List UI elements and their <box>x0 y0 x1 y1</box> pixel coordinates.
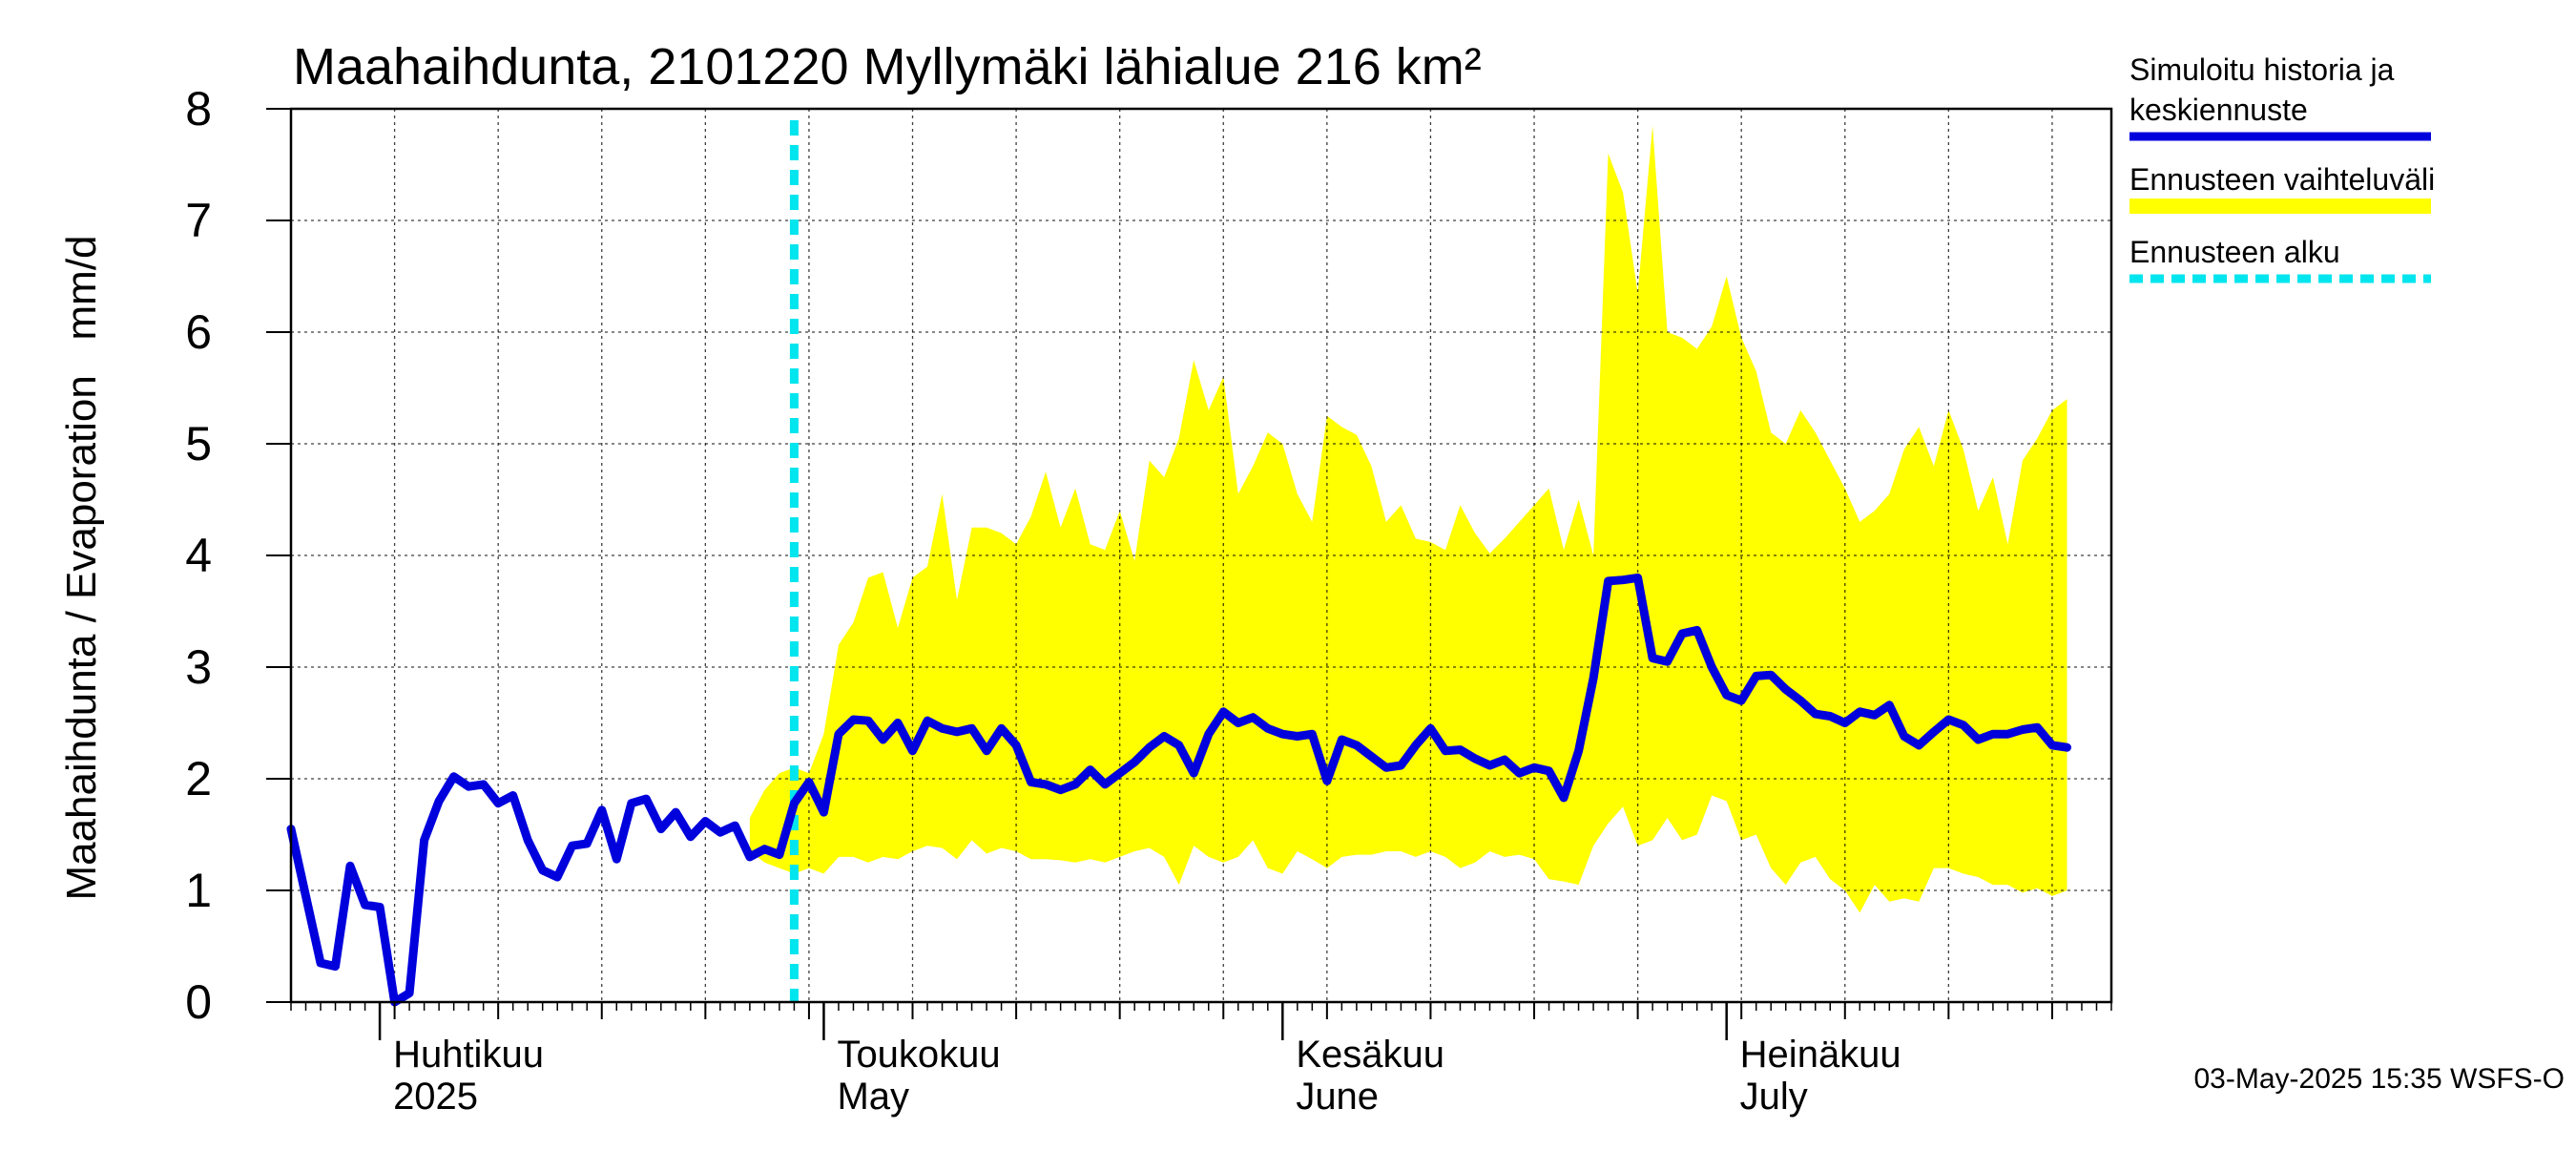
legend-label-history-line2: keskiennuste <box>2129 93 2308 127</box>
x-month-label: Kesäkuu <box>1296 1034 1444 1076</box>
y-tick-label: 6 <box>185 305 212 359</box>
x-month-sublabel: June <box>1296 1076 1379 1118</box>
y-tick-label: 3 <box>185 640 212 694</box>
legend-label-forecast-start: Ennusteen alku <box>2129 235 2340 269</box>
x-month-label: Huhtikuu <box>393 1034 544 1076</box>
forecast-band-layer <box>749 125 2067 913</box>
x-month-label: Toukokuu <box>837 1034 1000 1076</box>
x-month-sublabel: July <box>1740 1076 1808 1118</box>
legend-label-history: Simuloitu historia ja <box>2129 52 2395 87</box>
legend: Simuloitu historia ja keskiennuste Ennuste… <box>2129 52 2435 283</box>
legend-label-range: Ennusteen vaihteluväli <box>2129 162 2435 197</box>
x-month-label: Heinäkuu <box>1740 1034 1901 1076</box>
y-tick-label: 7 <box>185 194 212 247</box>
y-tick-label: 0 <box>185 975 212 1029</box>
grid-layer <box>291 109 2111 1002</box>
labels-layer: Maahaihdunta, 2101220 Myllymäki lähialue… <box>58 38 2565 1095</box>
y-tick-label: 1 <box>185 864 212 917</box>
chart-title: Maahaihdunta, 2101220 Myllymäki lähialue… <box>293 38 1482 95</box>
y-tick-label: 4 <box>185 529 212 582</box>
y-tick-label: 5 <box>185 417 212 470</box>
x-month-sublabel: May <box>837 1076 909 1118</box>
series-line <box>286 573 2071 1007</box>
y-tick-label: 2 <box>185 752 212 805</box>
legend-swatch-range <box>2129 199 2431 214</box>
axes-layer: 012345678Huhtikuu2025ToukokuuMayKesäkuuJ… <box>185 82 2113 1118</box>
series-layer <box>286 573 2071 1007</box>
x-month-sublabel: 2025 <box>393 1076 478 1118</box>
footer-timestamp: 03-May-2025 15:35 WSFS-O <box>2194 1063 2566 1095</box>
forecast-range-band <box>749 125 2067 913</box>
y-tick-label: 8 <box>185 82 212 136</box>
y-axis-label: Maahaihdunta / Evaporation mm/d <box>58 235 105 900</box>
plot-frame <box>289 107 2113 1004</box>
